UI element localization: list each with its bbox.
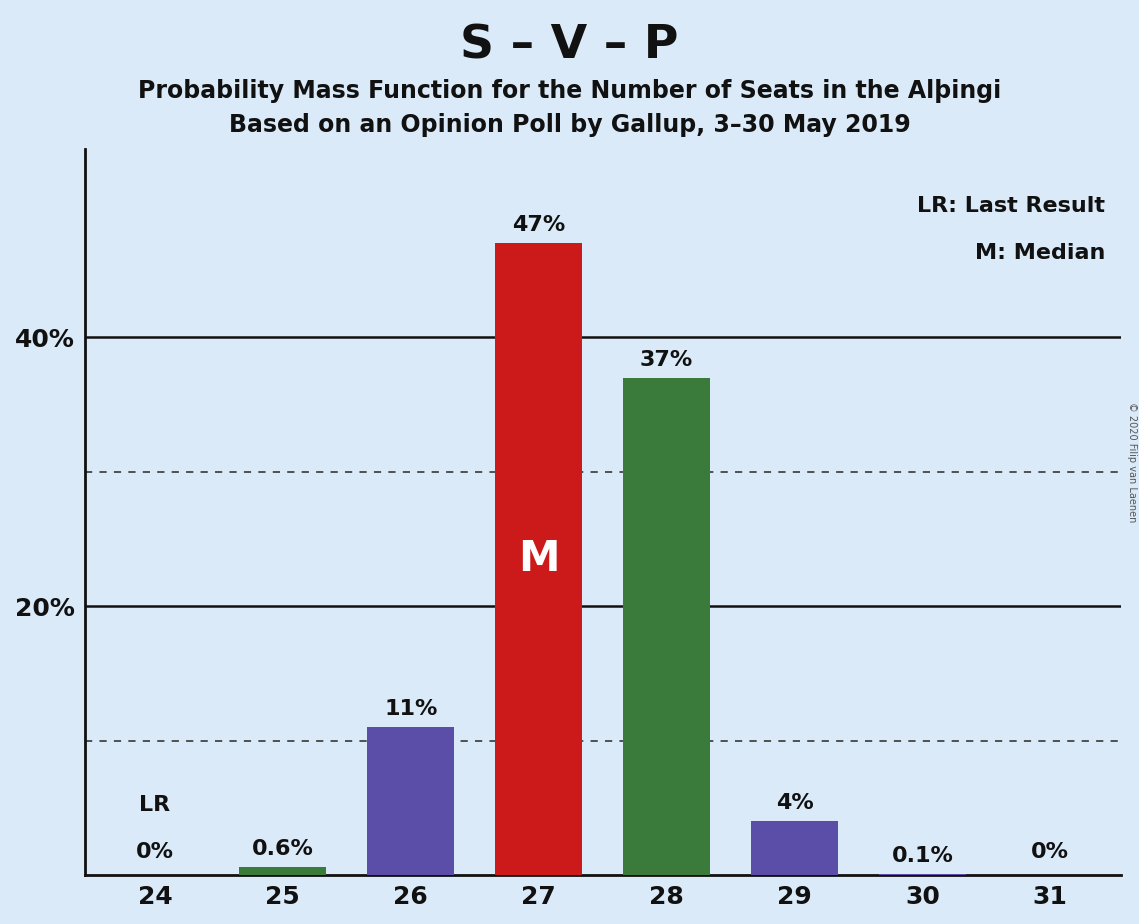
Text: 47%: 47%	[513, 215, 565, 235]
Bar	[751, 821, 838, 875]
Text: M: Median: M: Median	[975, 243, 1105, 263]
Text: Probability Mass Function for the Number of Seats in the Alþingi: Probability Mass Function for the Number…	[138, 79, 1001, 103]
Text: 4%: 4%	[776, 794, 813, 813]
Text: LR: LR	[139, 795, 171, 815]
Text: M: M	[518, 538, 559, 580]
Bar	[623, 378, 710, 875]
Text: 0.1%: 0.1%	[892, 845, 953, 866]
Bar	[367, 727, 454, 875]
Text: © 2020 Filip van Laenen: © 2020 Filip van Laenen	[1126, 402, 1137, 522]
Text: LR: Last Result: LR: Last Result	[917, 196, 1105, 216]
Text: 11%: 11%	[384, 699, 437, 719]
Text: S – V – P: S – V – P	[460, 23, 679, 68]
Text: 37%: 37%	[640, 349, 694, 370]
Text: 0%: 0%	[136, 842, 174, 862]
Text: 0.6%: 0.6%	[252, 839, 313, 859]
Text: Based on an Opinion Poll by Gallup, 3–30 May 2019: Based on an Opinion Poll by Gallup, 3–30…	[229, 113, 910, 137]
Text: 0%: 0%	[1031, 842, 1070, 862]
Bar	[495, 243, 582, 875]
Bar	[239, 868, 327, 875]
Bar	[879, 874, 966, 875]
